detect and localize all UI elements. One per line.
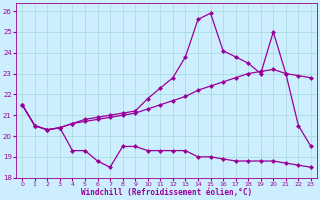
X-axis label: Windchill (Refroidissement éolien,°C): Windchill (Refroidissement éolien,°C) [81, 188, 252, 197]
